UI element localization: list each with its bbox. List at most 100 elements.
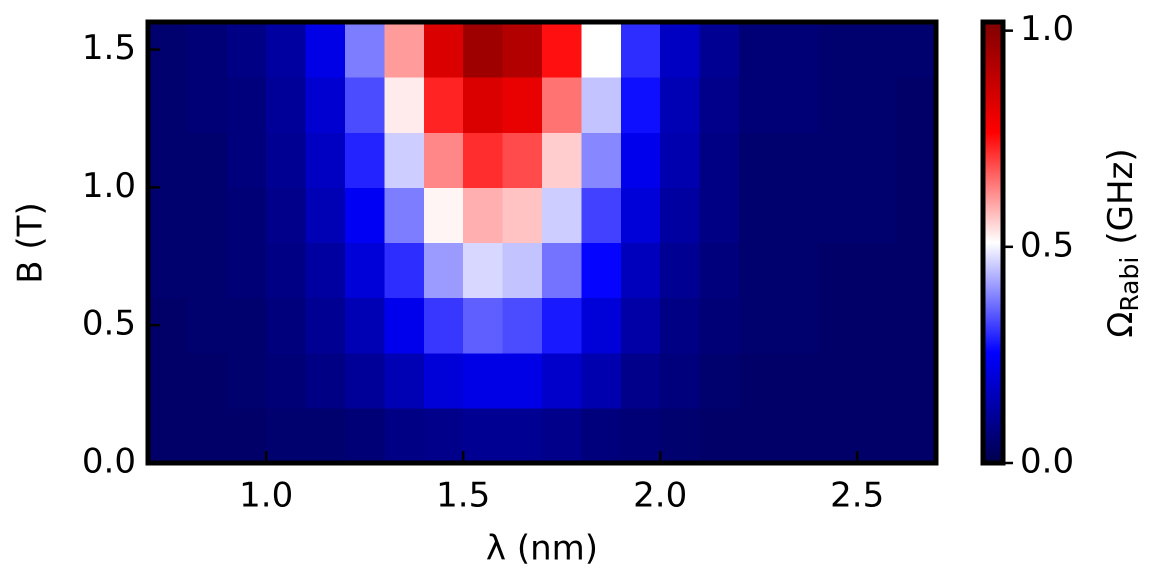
heatmap-cell: [778, 187, 819, 244]
heatmap-cell: [817, 407, 858, 464]
heatmap-cell: [581, 407, 622, 464]
heatmap-cell: [305, 132, 346, 188]
heatmap-cell: [857, 297, 898, 354]
heatmap-cell: [266, 77, 307, 133]
heatmap-cell: [739, 132, 779, 188]
heatmap-cell: [345, 242, 385, 299]
heatmap-cell: [581, 77, 622, 133]
heatmap-cell: [620, 407, 661, 464]
heatmap-cell: [817, 352, 858, 409]
heatmap-cell: [620, 132, 661, 188]
heatmap-cell: [187, 407, 228, 464]
heatmap-cell: [423, 352, 464, 409]
heatmap-cell: [266, 407, 307, 464]
heatmap-cell: [423, 77, 464, 133]
heatmap-cell: [187, 297, 228, 354]
heatmap-cell: [699, 352, 740, 409]
heatmap-cell: [502, 242, 543, 299]
heatmap-cell: [423, 242, 464, 299]
heatmap-cell: [699, 242, 740, 299]
heatmap-cell: [896, 187, 937, 244]
heatmap-cell: [502, 407, 543, 464]
heatmap-cell: [187, 77, 228, 133]
heatmap-cell: [305, 187, 346, 244]
heatmap-cell: [187, 187, 228, 244]
heatmap-cell: [502, 132, 543, 188]
heatmap-cell: [778, 407, 819, 464]
heatmap-cell: [463, 297, 504, 354]
heatmap-cell: [817, 77, 858, 133]
heatmap-cell: [542, 407, 582, 464]
heatmap-cell: [423, 407, 464, 464]
x-tick-label: 2.0: [633, 476, 687, 516]
heatmap-cell: [463, 242, 504, 299]
heatmap-cell: [542, 22, 582, 78]
heatmap-cell: [345, 297, 385, 354]
x-tick-label: 1.0: [239, 476, 293, 516]
heatmap-cell: [187, 352, 228, 409]
heatmap-cell: [187, 22, 228, 78]
heatmap-cell: [857, 22, 898, 78]
heatmap-cell: [305, 77, 346, 133]
heatmap-cell: [187, 132, 228, 188]
heatmap-cell: [778, 242, 819, 299]
heatmap-cell: [581, 242, 622, 299]
heatmap-cell: [305, 242, 346, 299]
heatmap-cell: [345, 352, 385, 409]
heatmap-cell: [857, 132, 898, 188]
heatmap-cell: [660, 242, 701, 299]
heatmap-cell: [226, 22, 267, 78]
heatmap-cell: [148, 187, 188, 244]
heatmap-cell: [226, 132, 267, 188]
heatmap-cell: [699, 407, 740, 464]
heatmap-cell: [226, 297, 267, 354]
heatmap-cell: [817, 297, 858, 354]
heatmap-cell: [384, 187, 425, 244]
heatmap-cell: [266, 242, 307, 299]
heatmap-cell: [345, 187, 385, 244]
heatmap-cell: [463, 77, 504, 133]
heatmap-cell: [423, 297, 464, 354]
heatmap-cell: [423, 132, 464, 188]
heatmap-cell: [305, 407, 346, 464]
heatmap-cell: [305, 352, 346, 409]
heatmap-cell: [896, 132, 937, 188]
heatmap-cell: [778, 132, 819, 188]
heatmap-cell: [857, 352, 898, 409]
heatmap-cell: [817, 187, 858, 244]
heatmap-cell: [660, 407, 701, 464]
heatmap-cell: [542, 297, 582, 354]
heatmap-cell: [857, 77, 898, 133]
heatmap-cell: [384, 132, 425, 188]
heatmap-cell: [660, 77, 701, 133]
heatmap-cell: [660, 22, 701, 78]
y-axis-label: B (T): [11, 202, 51, 283]
heatmap-cell: [226, 77, 267, 133]
heatmap-cell: [857, 407, 898, 464]
heatmap-cell: [463, 407, 504, 464]
heatmap-cell: [463, 132, 504, 188]
heatmap-cell: [660, 297, 701, 354]
heatmap-cell: [581, 132, 622, 188]
heatmap-cell: [660, 352, 701, 409]
heatmap-cell: [345, 22, 385, 78]
heatmap-cell: [148, 352, 188, 409]
heatmap-cell: [226, 187, 267, 244]
heatmap-cell: [699, 22, 740, 78]
heatmap-cell: [620, 242, 661, 299]
heatmap-cell: [502, 187, 543, 244]
heatmap-cell: [620, 187, 661, 244]
heatmap-cell: [187, 242, 228, 299]
y-tick-label: 0.5: [82, 304, 136, 344]
heatmap-cell: [266, 187, 307, 244]
heatmap-cell: [502, 352, 543, 409]
heatmap-cell: [463, 352, 504, 409]
heatmap-cell: [620, 297, 661, 354]
heatmap-cell: [266, 22, 307, 78]
heatmap-cell: [384, 242, 425, 299]
heatmap-cell: [542, 77, 582, 133]
x-tick-label: 1.5: [436, 476, 490, 516]
heatmap-cell: [226, 242, 267, 299]
x-tick-label: 2.5: [830, 476, 884, 516]
